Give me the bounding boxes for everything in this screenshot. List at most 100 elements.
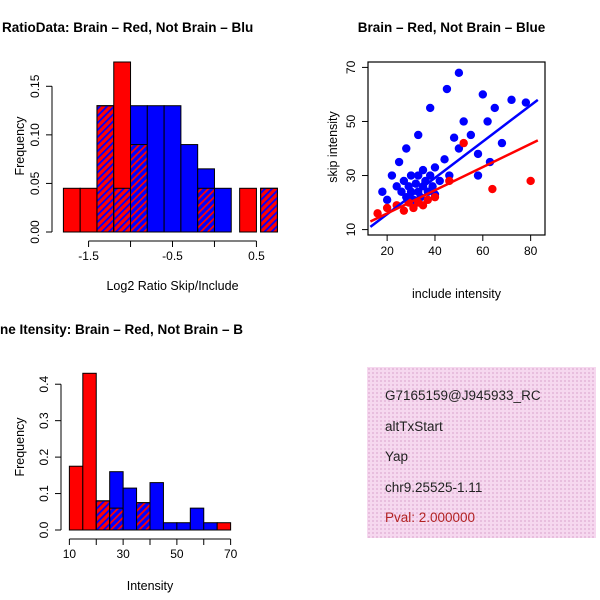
hist-bar-overlap-hatch: [109, 507, 124, 531]
tick-label: 30: [344, 169, 358, 183]
scatter-point-blue: [440, 155, 449, 164]
intensity-hist-xlabel: Intensity: [126, 579, 174, 593]
info-pval: Pval: 2.000000: [385, 510, 476, 525]
scatter-point-blue: [497, 138, 507, 148]
scatter-point-red: [382, 203, 392, 213]
hist-bar-blue: [163, 105, 182, 233]
ratio-hist-ylabel: Frequency: [13, 116, 27, 176]
scatter-point-blue: [378, 187, 387, 196]
tick-label: 0.4: [37, 376, 51, 393]
intensity-scatter-chart: 20 40 60 80 10 30 50 70: [344, 60, 546, 258]
scatter-point-blue: [414, 171, 423, 180]
hist-bar-blue: [189, 507, 205, 531]
hist-bar-overlap-hatch: [260, 187, 278, 233]
scatter-point-blue: [397, 187, 406, 196]
tick-label: 0.05: [28, 171, 42, 195]
scatter-point-blue: [490, 103, 499, 113]
scatter-point-blue: [387, 171, 397, 180]
scatter-point-blue: [483, 117, 492, 126]
scatter-point-blue: [507, 95, 516, 105]
tick-label: 70: [224, 547, 238, 561]
scatter-point-blue: [411, 179, 421, 188]
ratio-histogram-chart: -1.5 -0.5 0.5 0.00 0.05 0.10 0.15: [28, 61, 278, 263]
tick-label: 10: [344, 223, 358, 237]
hist-bar-overlap-hatch: [197, 187, 215, 233]
tick-label: 0.1: [37, 485, 51, 502]
scatter-title: Brain – Red, Not Brain – Blue: [357, 20, 546, 35]
hist-bar-overlap-hatch: [95, 500, 111, 531]
scatter-point-blue: [414, 130, 423, 140]
scatter-point-blue: [478, 90, 488, 99]
hist-bar-overlap-hatch: [96, 105, 115, 233]
scatter-point-blue: [466, 130, 476, 140]
scatter-point-blue: [428, 182, 437, 191]
scatter-point-blue: [399, 176, 409, 186]
hist-bar-red: [82, 372, 97, 531]
tick-label: 0.0: [37, 521, 51, 538]
tick-label: 80: [524, 244, 538, 258]
intensity-hist-title: ne Itensity: Brain – Red, Not Brain – B: [0, 322, 244, 337]
tick-label: -0.5: [162, 249, 183, 263]
scatter-point-blue: [430, 163, 440, 172]
scatter-point-blue: [442, 84, 452, 94]
intensity-hist-ylabel: Frequency: [13, 417, 27, 477]
scatter-point-blue: [435, 176, 444, 186]
hist-bar-blue: [146, 105, 165, 233]
hist-bar-blue: [213, 187, 232, 233]
tick-label: 0.3: [37, 412, 51, 429]
info-panel: G7165159@J945933_RC altTxStart Yap chr9.…: [367, 367, 596, 538]
hist-bar-red: [68, 465, 84, 531]
scatter-point-blue: [406, 171, 416, 180]
hist-bar-overlap-hatch: [130, 144, 148, 233]
tick-label: 0.2: [37, 448, 51, 465]
info-locus: chr9.25525-1.11: [385, 479, 483, 495]
scatter-point-blue: [454, 68, 464, 78]
tick-label: 0.5: [248, 249, 265, 263]
scatter-point-blue: [425, 171, 435, 180]
fit-line-blue: [369, 98, 539, 228]
tick-label: 50: [344, 114, 358, 128]
scatter-point-blue: [418, 165, 428, 175]
scatter-point-blue: [449, 133, 459, 142]
hist-bar-red: [216, 522, 232, 531]
intensity-histogram-chart: 10 30 50 70 0.0 0.1 0.2 0.3 0.4: [37, 372, 238, 561]
tick-label: 40: [428, 244, 442, 258]
hist-bar-red: [62, 187, 81, 233]
tick-label: -1.5: [78, 249, 99, 263]
hist-bar-blue: [149, 482, 164, 531]
hist-bar-blue: [203, 522, 218, 531]
tick-label: 0.15: [28, 74, 42, 98]
scatter-point-blue: [454, 144, 464, 153]
hist-bar-red: [79, 187, 98, 233]
tick-label: 60: [476, 244, 490, 258]
scatter-point-red: [526, 176, 535, 186]
hist-bar-blue: [162, 522, 178, 531]
scatter-ylabel: skip intensity: [326, 111, 340, 183]
scatter-point-blue: [473, 171, 483, 180]
plot-box: [367, 61, 546, 236]
info-event-type: altTxStart: [385, 418, 443, 434]
hist-bar-blue: [176, 522, 191, 531]
scatter-point-red: [373, 209, 382, 218]
hist-bar-overlap-hatch: [113, 187, 132, 233]
scatter-point-blue: [382, 195, 392, 205]
tick-label: 50: [170, 547, 184, 561]
scatter-point-red: [409, 203, 418, 213]
scatter-point-blue: [425, 103, 435, 113]
tick-label: 30: [116, 547, 130, 561]
scatter-point-red: [459, 138, 468, 148]
ratio-hist-title: RatioData: Brain – Red, Not Brain – Blu: [2, 20, 254, 35]
fit-line-red: [369, 139, 539, 223]
tick-label: 10: [63, 547, 77, 561]
info-gene-name: Yap: [385, 449, 409, 464]
scatter-point-red: [418, 201, 428, 210]
scatter-point-blue: [473, 149, 483, 159]
scatter-point-red: [423, 195, 432, 205]
scatter-point-blue: [521, 98, 531, 107]
info-gene-id: G7165159@J945933_RC: [385, 388, 541, 403]
scatter-point-red: [430, 192, 440, 202]
hist-bar-overlap-hatch: [136, 502, 151, 531]
ratio-hist-xlabel: Log2 Ratio Skip/Include: [106, 279, 239, 293]
hist-bar-red: [239, 187, 257, 233]
